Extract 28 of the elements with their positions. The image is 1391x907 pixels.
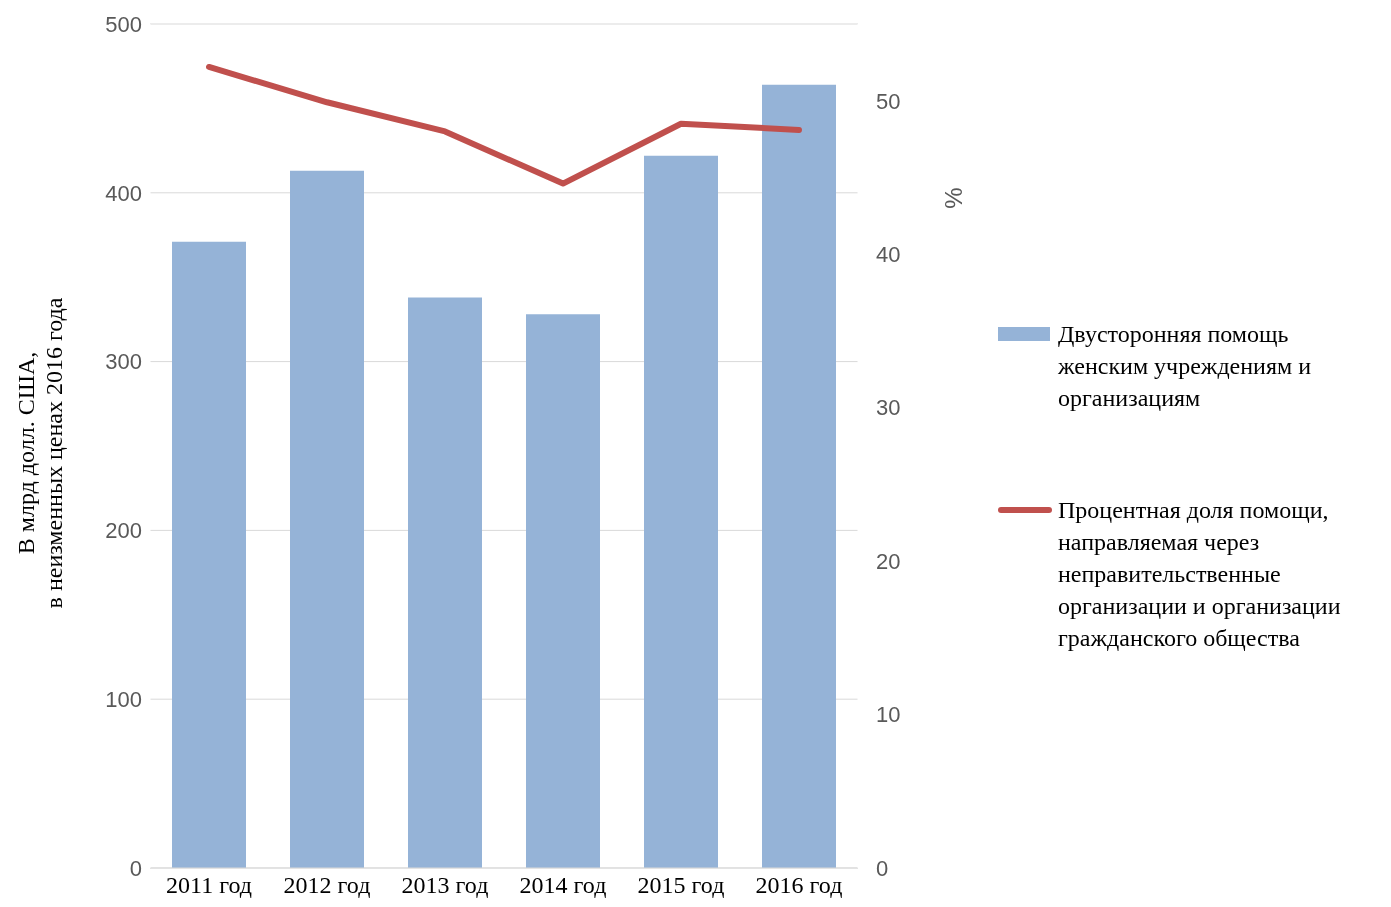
y-tick-label: 200 — [105, 518, 142, 544]
x-tick-label: 2011 год — [166, 872, 252, 899]
x-tick-label: 2015 год — [637, 872, 725, 899]
bar — [408, 297, 482, 868]
y2-tick-label: 10 — [876, 702, 901, 728]
bar — [644, 155, 718, 868]
x-tick-label: 2014 год — [519, 872, 607, 899]
y-tick-label: 300 — [105, 349, 142, 375]
y2-tick-label: 0 — [876, 855, 889, 881]
y2-tick-label: 30 — [876, 395, 901, 421]
bar — [762, 84, 836, 868]
legend-label: Двусторонняя помощь женским учреждениям и организациям — [1058, 320, 1313, 413]
bar — [172, 241, 246, 868]
y2-tick-label: 50 — [876, 88, 901, 114]
y2-tick-label: 40 — [876, 241, 901, 267]
y2-tick-label: 20 — [876, 548, 901, 574]
bar — [290, 170, 364, 868]
y2-axis-title: % — [939, 187, 967, 209]
y-axis-title: В млрд долл. США, в неизменных ценах 2016 года — [13, 297, 67, 609]
x-tick-label: 2013 год — [401, 872, 489, 899]
y-tick-label: 500 — [105, 11, 142, 37]
y-tick-label: 0 — [129, 855, 142, 881]
x-tick-label: 2016 год — [755, 872, 843, 899]
x-tick-label: 2012 год — [283, 872, 371, 899]
legend-label: Процентная доля помощи, направляемая через неправительственные организации и организации гражданского общества — [1058, 496, 1342, 653]
bar — [526, 314, 600, 868]
y-tick-label: 400 — [105, 180, 142, 206]
y-tick-label: 100 — [105, 687, 142, 713]
